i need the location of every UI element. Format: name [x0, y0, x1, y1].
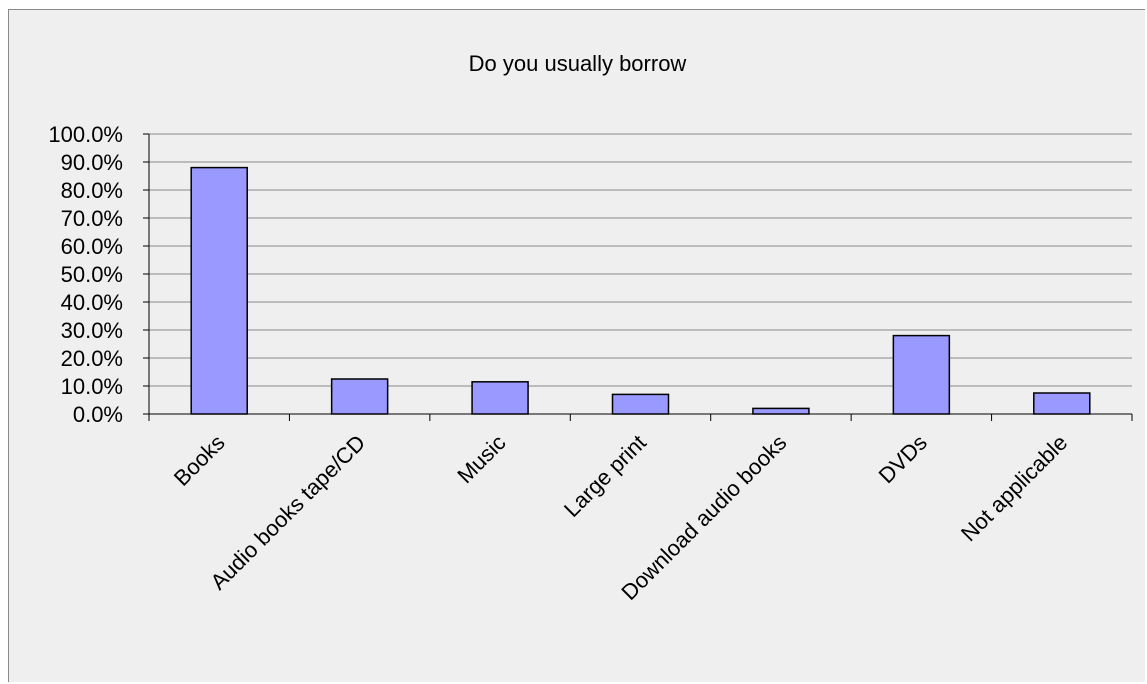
- y-tick-label: 90.0%: [61, 150, 123, 175]
- y-tick-label: 50.0%: [61, 262, 123, 287]
- bar: [752, 407, 810, 415]
- y-tick-label: 60.0%: [61, 234, 123, 259]
- bar: [892, 334, 951, 415]
- x-tick-label: Large print: [559, 430, 651, 522]
- y-tick-label: 0.0%: [73, 402, 123, 427]
- x-tick-label: Music: [452, 430, 510, 488]
- x-tick-label: DVDs: [874, 430, 932, 488]
- y-tick-label: 30.0%: [61, 318, 123, 343]
- bar: [330, 378, 389, 415]
- y-tick-label: 80.0%: [61, 178, 123, 203]
- y-tick-label: 20.0%: [61, 346, 123, 371]
- x-tick-label: Download audio books: [616, 430, 791, 605]
- chart-title: Do you usually borrow: [468, 51, 687, 76]
- bar: [611, 393, 670, 415]
- x-tick-label: Books: [169, 430, 230, 491]
- y-tick-label: 70.0%: [61, 206, 123, 231]
- bar: [190, 166, 248, 415]
- bar: [471, 381, 529, 415]
- x-tick-label: Audio books tape/CD: [205, 430, 370, 595]
- x-tick-label: Not applicable: [956, 430, 1072, 546]
- y-tick-label: 40.0%: [61, 290, 123, 315]
- bar: [1033, 392, 1091, 415]
- y-tick-label: 100.0%: [48, 122, 123, 147]
- y-tick-label: 10.0%: [61, 374, 123, 399]
